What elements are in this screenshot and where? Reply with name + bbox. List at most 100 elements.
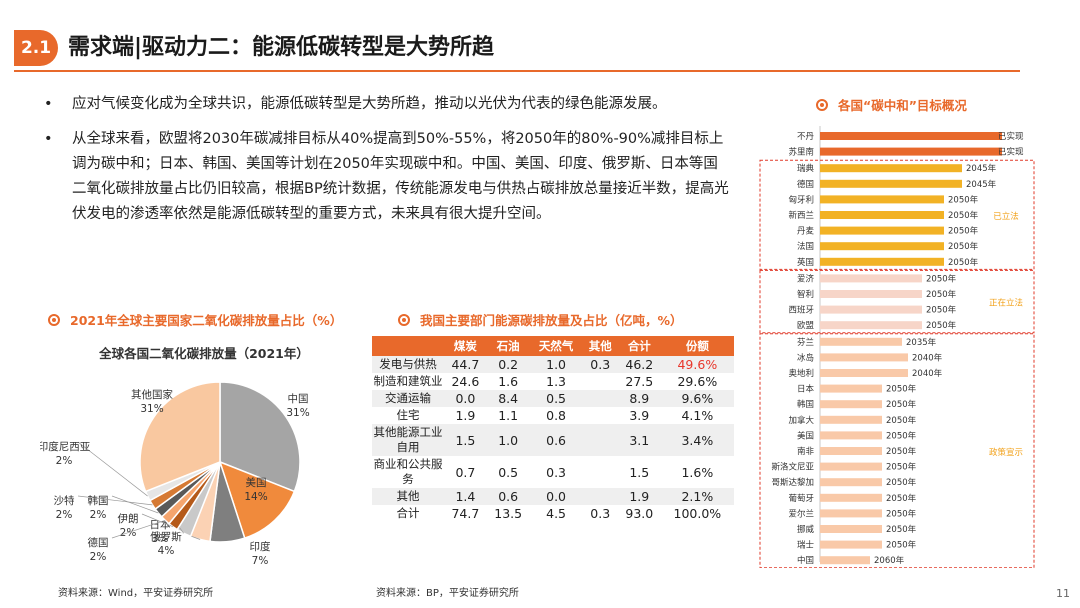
table-cell: 其他能源工业自用 (372, 424, 444, 456)
bar-mark (820, 400, 882, 409)
bar-value-label: 2050年 (886, 493, 917, 504)
table-cell: 1.6% (681, 464, 714, 480)
pie-source-note: 资料来源：Wind，平安证券研究所 (58, 588, 214, 599)
table-cell: 2.1% (660, 488, 734, 505)
bar-country-label: 南非 (797, 446, 815, 457)
bar-value-label: 2045年 (966, 163, 997, 174)
bar-value-label: 2060年 (874, 555, 905, 566)
bar-country-label: 韩国 (797, 399, 814, 410)
bar-mark (820, 509, 882, 518)
pie-slice (219, 381, 301, 493)
bar-country-label: 中国 (797, 555, 814, 566)
table-cell: 1.9 (617, 488, 661, 505)
target-ring-icon (398, 314, 410, 326)
table-cell: 8.9 (617, 390, 661, 407)
pie-leader-line (111, 495, 159, 514)
pie-slice-label: 沙特 (54, 495, 75, 507)
bar-mark (820, 164, 962, 173)
bullet-list: • 应对气候变化成为全球共识，能源低碳转型是大势所趋，推动以光伏为代表的绿色能源… (40, 92, 730, 237)
bar-mark (820, 478, 882, 487)
pie-slice-label: 美国 (246, 476, 267, 489)
bar-mark (820, 147, 1002, 156)
page-number: 11 (1056, 587, 1070, 600)
bar-country-label: 德国 (797, 179, 814, 190)
bar-group-status: 政策宣示 (989, 447, 1023, 458)
bar-chart-heading: 各国“碳中和”目标概况 (816, 95, 967, 114)
table-cell: 其他 (372, 488, 444, 505)
table-cell (582, 488, 618, 505)
table-cell (582, 390, 618, 407)
table-cell: 商业和公共服务 (373, 457, 443, 486)
bar-value-label: 2050年 (886, 462, 917, 473)
pie-slice-value: 31% (140, 403, 163, 415)
bar-value-label: 2050年 (886, 384, 917, 395)
bar-mark (820, 290, 922, 298)
bar-value-label: 2040年 (912, 368, 943, 379)
table-cell: 0.5 (529, 390, 583, 407)
bar-value-label: 2050年 (886, 399, 917, 410)
table-cell: 0.8 (546, 408, 567, 423)
bar-country-label: 瑞典 (797, 163, 815, 174)
bar-country-label: 爱尔兰 (788, 508, 814, 519)
table-cell: 制造和建筑业 (373, 374, 443, 388)
table-cell: 1.9 (455, 408, 476, 423)
table-cell: 发电与供热 (372, 356, 444, 373)
table-cell: 1.5 (629, 464, 650, 480)
pie-slice-label: 印度 (250, 540, 271, 553)
bar-mark (820, 462, 882, 471)
table-cell: 0.6 (486, 488, 530, 505)
pie-slice (139, 381, 221, 493)
bar-country-label: 欧盟 (797, 320, 815, 331)
bar-country-label: 加拿大 (788, 415, 814, 426)
table-cell: 46.2 (617, 356, 661, 373)
table-row: 合计 74.7 13.5 4.5 0.3 93.0 100.0% (372, 505, 734, 522)
bar-group-status: 已立法 (993, 211, 1019, 222)
bar-mark (820, 384, 882, 393)
table-row: 商业和公共服务 0.7 0.5 0.3 1.5 1.6% (372, 456, 734, 488)
table-cell: 4.1% (681, 408, 714, 423)
bar-mark (820, 257, 944, 266)
bar-country-label: 苏里南 (788, 147, 814, 158)
pie-slice-value: 2% (90, 509, 107, 521)
table-header-cell (372, 336, 444, 356)
table-cell: 44.7 (444, 356, 487, 373)
bar-country-label: 英国 (797, 257, 814, 268)
bar-mark (820, 525, 882, 533)
table-cell: 4.5 (546, 506, 567, 521)
bullet-text: 从全球来看，欧盟将2030年碳减排目标从40%提高到50%-55%，将2050年… (72, 131, 729, 222)
bar-mark (820, 179, 962, 188)
table-cell: 0.3 (546, 464, 567, 480)
table-cell: 13.5 (494, 506, 523, 521)
bar-value-label: 2050年 (948, 257, 979, 268)
pie-heading-text: 2021年全球主要国家二氧化碳排放量占比（%） (70, 313, 343, 328)
table-cell: 0.3 (582, 356, 618, 373)
table-cell: 0.0 (529, 488, 583, 505)
title-divider (14, 70, 1020, 72)
table-cell: 27.5 (625, 374, 654, 389)
bar-country-label: 挪威 (797, 524, 815, 535)
table-cell: 93.0 (625, 506, 654, 521)
pie-slice-label: 俄罗斯 (150, 530, 182, 543)
table-cell: 合计 (396, 506, 420, 520)
bar-country-label: 西班牙 (788, 305, 814, 316)
table-cell: 74.7 (451, 506, 480, 521)
table-cell (583, 407, 618, 424)
table-cell: 1.1 (498, 408, 519, 423)
pie-slice-label: 德国 (88, 536, 109, 549)
bar-value-label: 2050年 (926, 320, 957, 331)
sector-emission-table: 煤炭 石油 天然气 其他 合计 份额 发电与供热 44.7 0.2 1.0 0.3 46.2 49.6… (372, 336, 734, 522)
bar-country-label: 智利 (797, 289, 814, 300)
bar-value-label: 2050年 (886, 508, 917, 519)
bar-country-label: 爱济 (797, 273, 815, 284)
table-cell: 29.6% (677, 374, 718, 389)
table-cell: 24.6 (451, 374, 480, 389)
bar-country-label: 葡萄牙 (788, 493, 814, 504)
bar-country-label: 芬兰 (797, 337, 814, 348)
table-cell: 9.6% (660, 390, 734, 407)
table-cell: 8.4 (486, 390, 530, 407)
pie-slice-label: 其他国家 (131, 388, 173, 401)
bar-value-label: 2045年 (966, 179, 997, 190)
pie-slice-value: 3% (152, 533, 169, 545)
bullet-dot-icon: • (44, 131, 53, 147)
